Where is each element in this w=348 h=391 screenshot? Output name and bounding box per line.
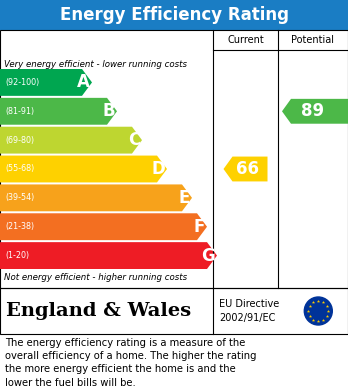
Text: Current: Current <box>227 35 264 45</box>
Text: (1-20): (1-20) <box>5 251 29 260</box>
Text: G: G <box>201 247 215 265</box>
Text: 66: 66 <box>236 160 259 178</box>
Bar <box>0 288 348 334</box>
Text: Not energy efficient - higher running costs: Not energy efficient - higher running co… <box>4 273 187 282</box>
Polygon shape <box>0 98 117 125</box>
Text: C: C <box>128 131 140 149</box>
Text: B: B <box>102 102 115 120</box>
Polygon shape <box>223 156 268 181</box>
Text: The energy efficiency rating is a measure of the
overall efficiency of a home. T: The energy efficiency rating is a measur… <box>5 338 256 387</box>
Bar <box>0 30 348 288</box>
Text: (69-80): (69-80) <box>5 136 34 145</box>
Text: Energy Efficiency Rating: Energy Efficiency Rating <box>60 6 288 24</box>
Text: (21-38): (21-38) <box>5 222 34 231</box>
Polygon shape <box>0 127 142 154</box>
Text: (55-68): (55-68) <box>5 165 34 174</box>
Text: D: D <box>151 160 165 178</box>
Polygon shape <box>282 99 348 124</box>
Text: (81-91): (81-91) <box>5 107 34 116</box>
Text: E: E <box>179 189 190 207</box>
Circle shape <box>304 297 332 325</box>
Polygon shape <box>0 242 217 269</box>
Text: F: F <box>193 218 205 236</box>
Text: Very energy efficient - lower running costs: Very energy efficient - lower running co… <box>4 60 187 69</box>
Text: A: A <box>77 74 90 91</box>
Text: (92-100): (92-100) <box>5 78 39 87</box>
Text: 89: 89 <box>301 102 325 120</box>
Text: (39-54): (39-54) <box>5 194 34 203</box>
Polygon shape <box>0 156 167 183</box>
Polygon shape <box>0 185 192 211</box>
Bar <box>0 0 348 30</box>
Polygon shape <box>0 69 92 96</box>
Text: 2002/91/EC: 2002/91/EC <box>219 313 275 323</box>
Polygon shape <box>0 213 207 240</box>
Text: Potential: Potential <box>292 35 334 45</box>
Text: England & Wales: England & Wales <box>6 302 191 320</box>
Text: EU Directive: EU Directive <box>219 299 279 309</box>
